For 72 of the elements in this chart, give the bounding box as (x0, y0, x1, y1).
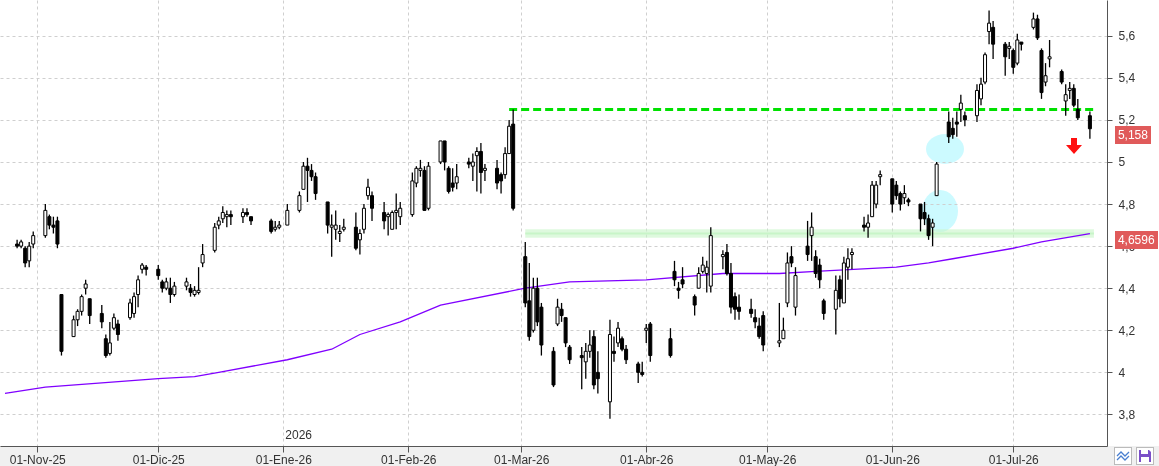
x-tick-label: 01-Mar-26 (494, 452, 550, 466)
candlestick (474, 146, 479, 193)
annotation: 2026 (285, 428, 312, 442)
x-tick-label: 01-Jul-26 (988, 452, 1040, 466)
candlestick (696, 266, 701, 289)
candlestick (196, 266, 201, 296)
candlestick (1047, 39, 1052, 68)
y-tick-label: 5,2 (1118, 113, 1136, 128)
candlestick (894, 180, 899, 201)
x-tick-label: 01-Feb-26 (381, 452, 437, 466)
candlestick (446, 165, 451, 195)
candlestick (555, 298, 560, 327)
y-tick-label: 4,2 (1118, 323, 1136, 338)
candlestick (99, 304, 104, 329)
y-tick-label: 5,4 (1118, 71, 1136, 86)
y-tick-label: 5,6 (1118, 29, 1136, 44)
candlestick (567, 344, 572, 365)
candlestick (737, 293, 742, 321)
candlestick (958, 94, 963, 123)
candlestick (862, 216, 867, 233)
line-series (4, 232, 1091, 395)
y-tick-label: 5 (1118, 155, 1126, 170)
candlestick (454, 163, 459, 190)
candlestick (946, 110, 951, 144)
candlestick (777, 302, 782, 348)
candlestick (720, 249, 725, 270)
candlestick (297, 190, 302, 214)
x-tick-label: 01-Nov-25 (9, 452, 67, 466)
y-tick-label: 4,4 (1118, 281, 1136, 296)
y-tick-label: 3,8 (1118, 407, 1136, 422)
x-tick-label: 01-Ene-26 (255, 452, 313, 466)
x-tick-label: 01-Dic-25 (132, 452, 186, 466)
candlestick (821, 298, 826, 321)
candlestick (930, 218, 935, 247)
candlestick (353, 211, 358, 251)
candlestick (902, 184, 907, 205)
candlestick (23, 245, 28, 268)
annotation: 4,6596 (1114, 230, 1158, 249)
candlestick (1063, 83, 1068, 117)
candlestick (668, 327, 673, 359)
candlestick (55, 216, 60, 249)
x-tick-label: 01-Jun-26 (865, 452, 921, 466)
candlestick (450, 167, 455, 193)
candlestick (244, 207, 249, 218)
candlestick (240, 207, 245, 224)
candlestick (672, 260, 677, 287)
x-tick-label: 01-May-26 (739, 452, 797, 466)
candlestick (168, 277, 173, 304)
y-tick-label: 4,8 (1118, 197, 1136, 212)
candlestick (478, 142, 483, 195)
candlestick (579, 346, 584, 390)
candlestick (394, 192, 399, 230)
annotation: 5,158 (1114, 125, 1151, 144)
candlestick (1035, 14, 1040, 41)
candlestick (749, 298, 754, 319)
candlestick (918, 203, 923, 233)
candlestick (817, 258, 822, 289)
candlestick (285, 203, 290, 226)
candlestick (200, 243, 205, 268)
candlestick (333, 209, 338, 241)
candlestick (386, 211, 391, 237)
candlestick (438, 140, 443, 165)
candlestick (107, 321, 112, 357)
candlestick (833, 274, 838, 336)
candlestick (1087, 110, 1092, 140)
candlestick (692, 293, 697, 317)
candlestick (87, 298, 92, 325)
candlestick (305, 157, 310, 203)
candlestick (495, 159, 500, 190)
y-tick-label: 4 (1118, 365, 1126, 380)
x-tick-label: 01-Abr-26 (620, 452, 674, 466)
candlestick (809, 211, 814, 262)
